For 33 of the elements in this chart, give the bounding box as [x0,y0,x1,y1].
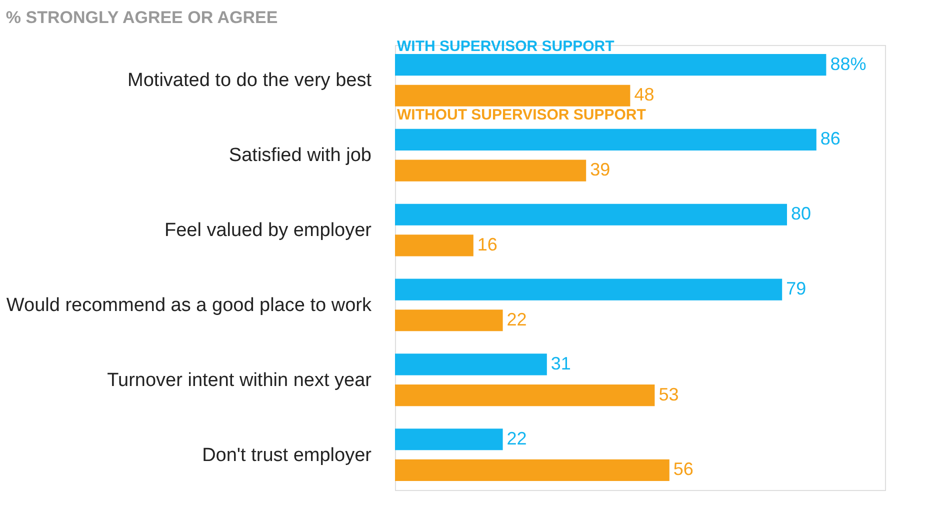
bar [395,160,586,182]
y-tick-label: Feel valued by employer [164,220,372,242]
data-label: 53 [658,384,679,404]
bar [395,84,630,106]
y-tick-label: Satisfied with job [228,145,372,166]
data-label: 22 [506,309,527,330]
bar [395,128,816,150]
bar [395,428,503,450]
y-tick-label: Motivated to do the very best [128,70,372,92]
y-tick-label: Would recommend as a good place to work [6,294,372,316]
data-label: 48 [634,84,654,105]
text: % STRONGLY AGREE OR AGREE [6,8,278,27]
data-label: 86 [820,128,840,149]
y-tick-label: Don't trust employer [202,444,372,466]
data-label: 56 [673,459,694,480]
data-label: 31 [550,353,571,374]
bar [395,459,670,482]
series-label: WITH SUPERVISOR SUPPORT [397,38,614,55]
bar [395,384,655,406]
bar [395,204,787,226]
y-tick-label: Turnover intent within next year [107,370,372,391]
data-label: 79 [786,278,806,299]
data-label: 16 [477,234,498,254]
bar [395,234,474,256]
bar [395,278,782,300]
data-label: 80 [791,204,812,224]
series-label: WITHOUT SUPERVISOR SUPPORT [397,106,646,124]
bar [395,310,503,332]
bar [395,354,547,376]
bar [395,54,826,76]
data-label: 39 [590,160,610,180]
data-label: 88% [830,54,866,74]
data-label: 22 [506,428,527,448]
